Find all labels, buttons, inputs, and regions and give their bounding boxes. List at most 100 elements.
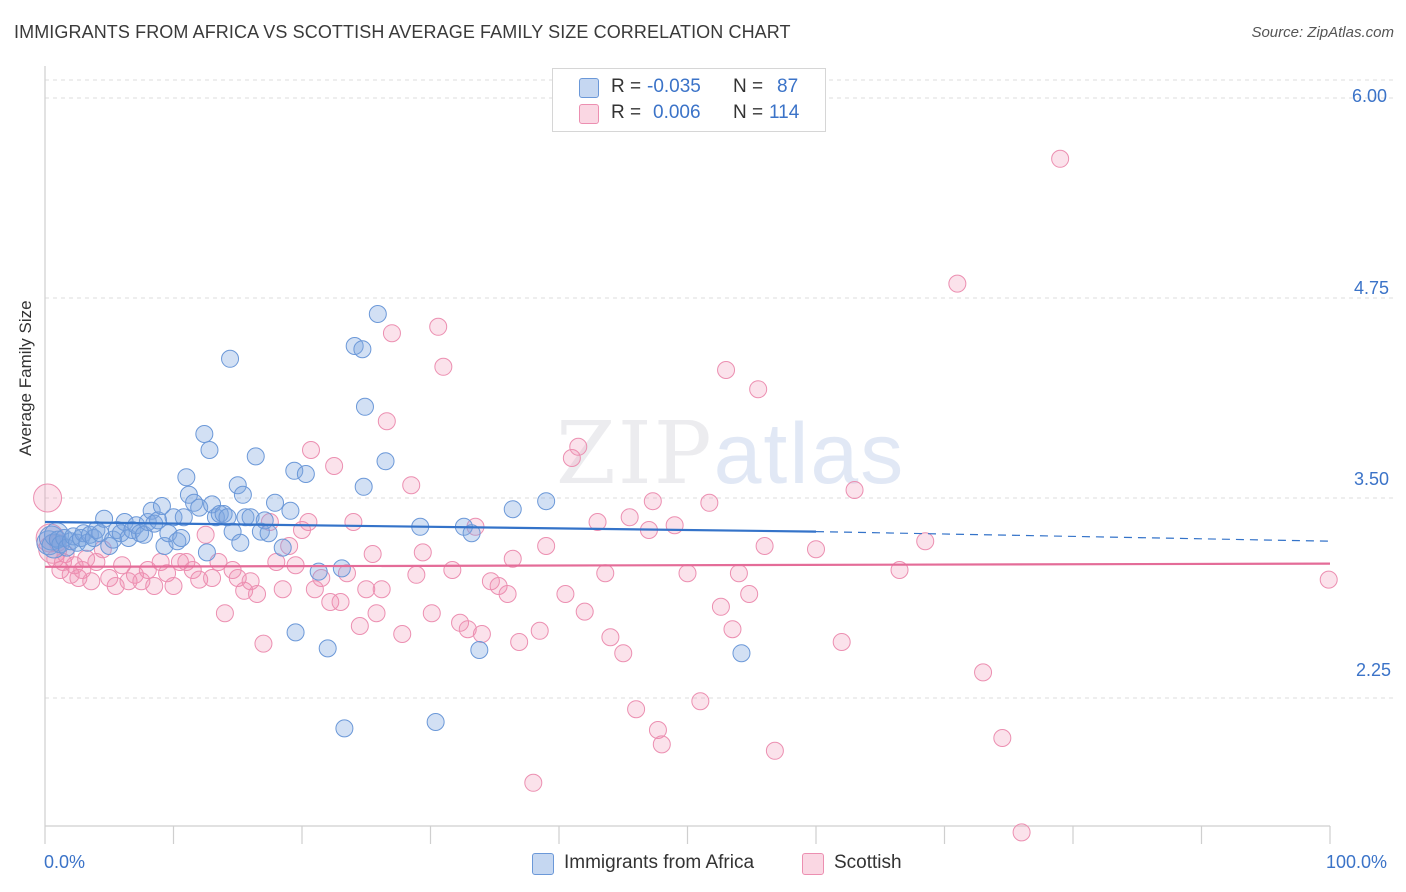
scottish-point [832, 633, 851, 651]
africa-point [285, 461, 304, 480]
africa-point [503, 500, 522, 519]
bottom-legend-label-scottish: Scottish [834, 852, 902, 873]
africa-point [228, 476, 247, 495]
scottish-point [652, 735, 671, 754]
legend-n-value: 114 [769, 102, 800, 123]
africa-points [36, 305, 751, 738]
africa-point [218, 508, 237, 527]
africa-point [309, 562, 328, 581]
africa-point [286, 623, 305, 642]
scottish-point [301, 441, 320, 459]
scottish-point [164, 577, 183, 595]
scottish-point [451, 613, 470, 632]
scottish-point [678, 564, 697, 583]
scottish-point [614, 644, 633, 663]
scottish-point [254, 634, 273, 653]
scottish-point [413, 543, 432, 562]
scottish-point [916, 532, 935, 551]
africa-point [296, 465, 315, 483]
africa-point [318, 639, 337, 658]
scottish-point [273, 580, 292, 599]
legend-r-value: -0.035 [647, 76, 701, 97]
scottish-point [807, 540, 825, 559]
africa-point [251, 522, 270, 541]
africa-point [281, 501, 300, 520]
legend-r-label: R = [611, 102, 642, 123]
scottish-point [524, 773, 543, 792]
scottish-point [372, 580, 391, 599]
africa-point [149, 511, 168, 530]
africa-point [246, 447, 265, 466]
source-credit: Source: ZipAtlas.com [1251, 24, 1394, 41]
scottish-point [113, 556, 132, 575]
scottish-point [948, 274, 967, 293]
africa-point [177, 468, 196, 487]
scottish-point [620, 508, 639, 527]
y-tick-label: 4.75 [1354, 278, 1390, 298]
africa-point [732, 644, 751, 663]
scottish-point [331, 593, 350, 611]
scottish-point [350, 617, 369, 635]
scottish-point [729, 564, 748, 583]
africa-point [185, 493, 204, 512]
scottish-point [357, 580, 376, 599]
scottish-point [321, 593, 340, 611]
scottish-point [498, 585, 517, 603]
legend-swatch-scottish [579, 104, 599, 124]
africa-point [353, 340, 372, 359]
scottish-point [344, 513, 363, 531]
scottish-point [367, 604, 386, 623]
scottish-point [203, 569, 222, 587]
stats-legend: R = -0.035 N = 87 R = 0.006 N = 114 [552, 68, 826, 132]
scottish-point [700, 493, 719, 512]
scottish-point [665, 516, 684, 535]
africa-point [376, 452, 395, 471]
scottish-point [337, 564, 356, 583]
scottish-point [723, 620, 742, 639]
africa-point [200, 441, 219, 459]
scottish-point [845, 481, 864, 499]
scottish-point [562, 449, 581, 467]
africa-point [537, 492, 556, 511]
scottish-point [443, 561, 462, 579]
scottish-point [402, 476, 421, 495]
africa-point [335, 719, 354, 738]
africa-point [241, 508, 260, 527]
scottish-points [33, 149, 1338, 842]
scottish-point [575, 602, 594, 621]
scottish-point [765, 741, 784, 760]
legend-n-value: 87 [777, 76, 799, 97]
bottom-legend-swatch-scottish [802, 853, 824, 875]
scottish-point [82, 572, 101, 591]
scottish-point [393, 625, 412, 643]
scottish-point [691, 692, 710, 711]
scottish-point [530, 621, 549, 640]
x-tick-label-min: 0.0% [44, 852, 86, 872]
africa-point [259, 524, 278, 543]
scottish-point [280, 537, 299, 555]
africa-point [354, 477, 373, 496]
scottish-point [248, 585, 267, 603]
scottish-point [556, 585, 575, 603]
watermark-atlas: atlas [713, 406, 906, 502]
africa-point [195, 425, 214, 443]
scottish-point [145, 577, 164, 595]
africa-point [221, 349, 240, 368]
chart-title: IMMIGRANTS FROM AFRICA VS SCOTTISH AVERA… [14, 22, 791, 42]
africa-point [266, 493, 285, 512]
scottish-point [422, 604, 441, 623]
scottish-point [196, 525, 215, 544]
africa-trend-line [44, 520, 817, 533]
scottish-point [627, 700, 646, 719]
scottish-point [382, 324, 401, 343]
scottish-point [377, 412, 396, 431]
africa-point [462, 524, 481, 543]
legend-swatch-africa [579, 78, 599, 98]
bottom-legend-swatch-africa [532, 853, 554, 875]
y-tick-label: 2.25 [1356, 660, 1392, 680]
scottish-point [1051, 149, 1070, 168]
africa-point [36, 530, 62, 556]
scottish-point [325, 457, 344, 475]
africa-point [231, 533, 250, 552]
